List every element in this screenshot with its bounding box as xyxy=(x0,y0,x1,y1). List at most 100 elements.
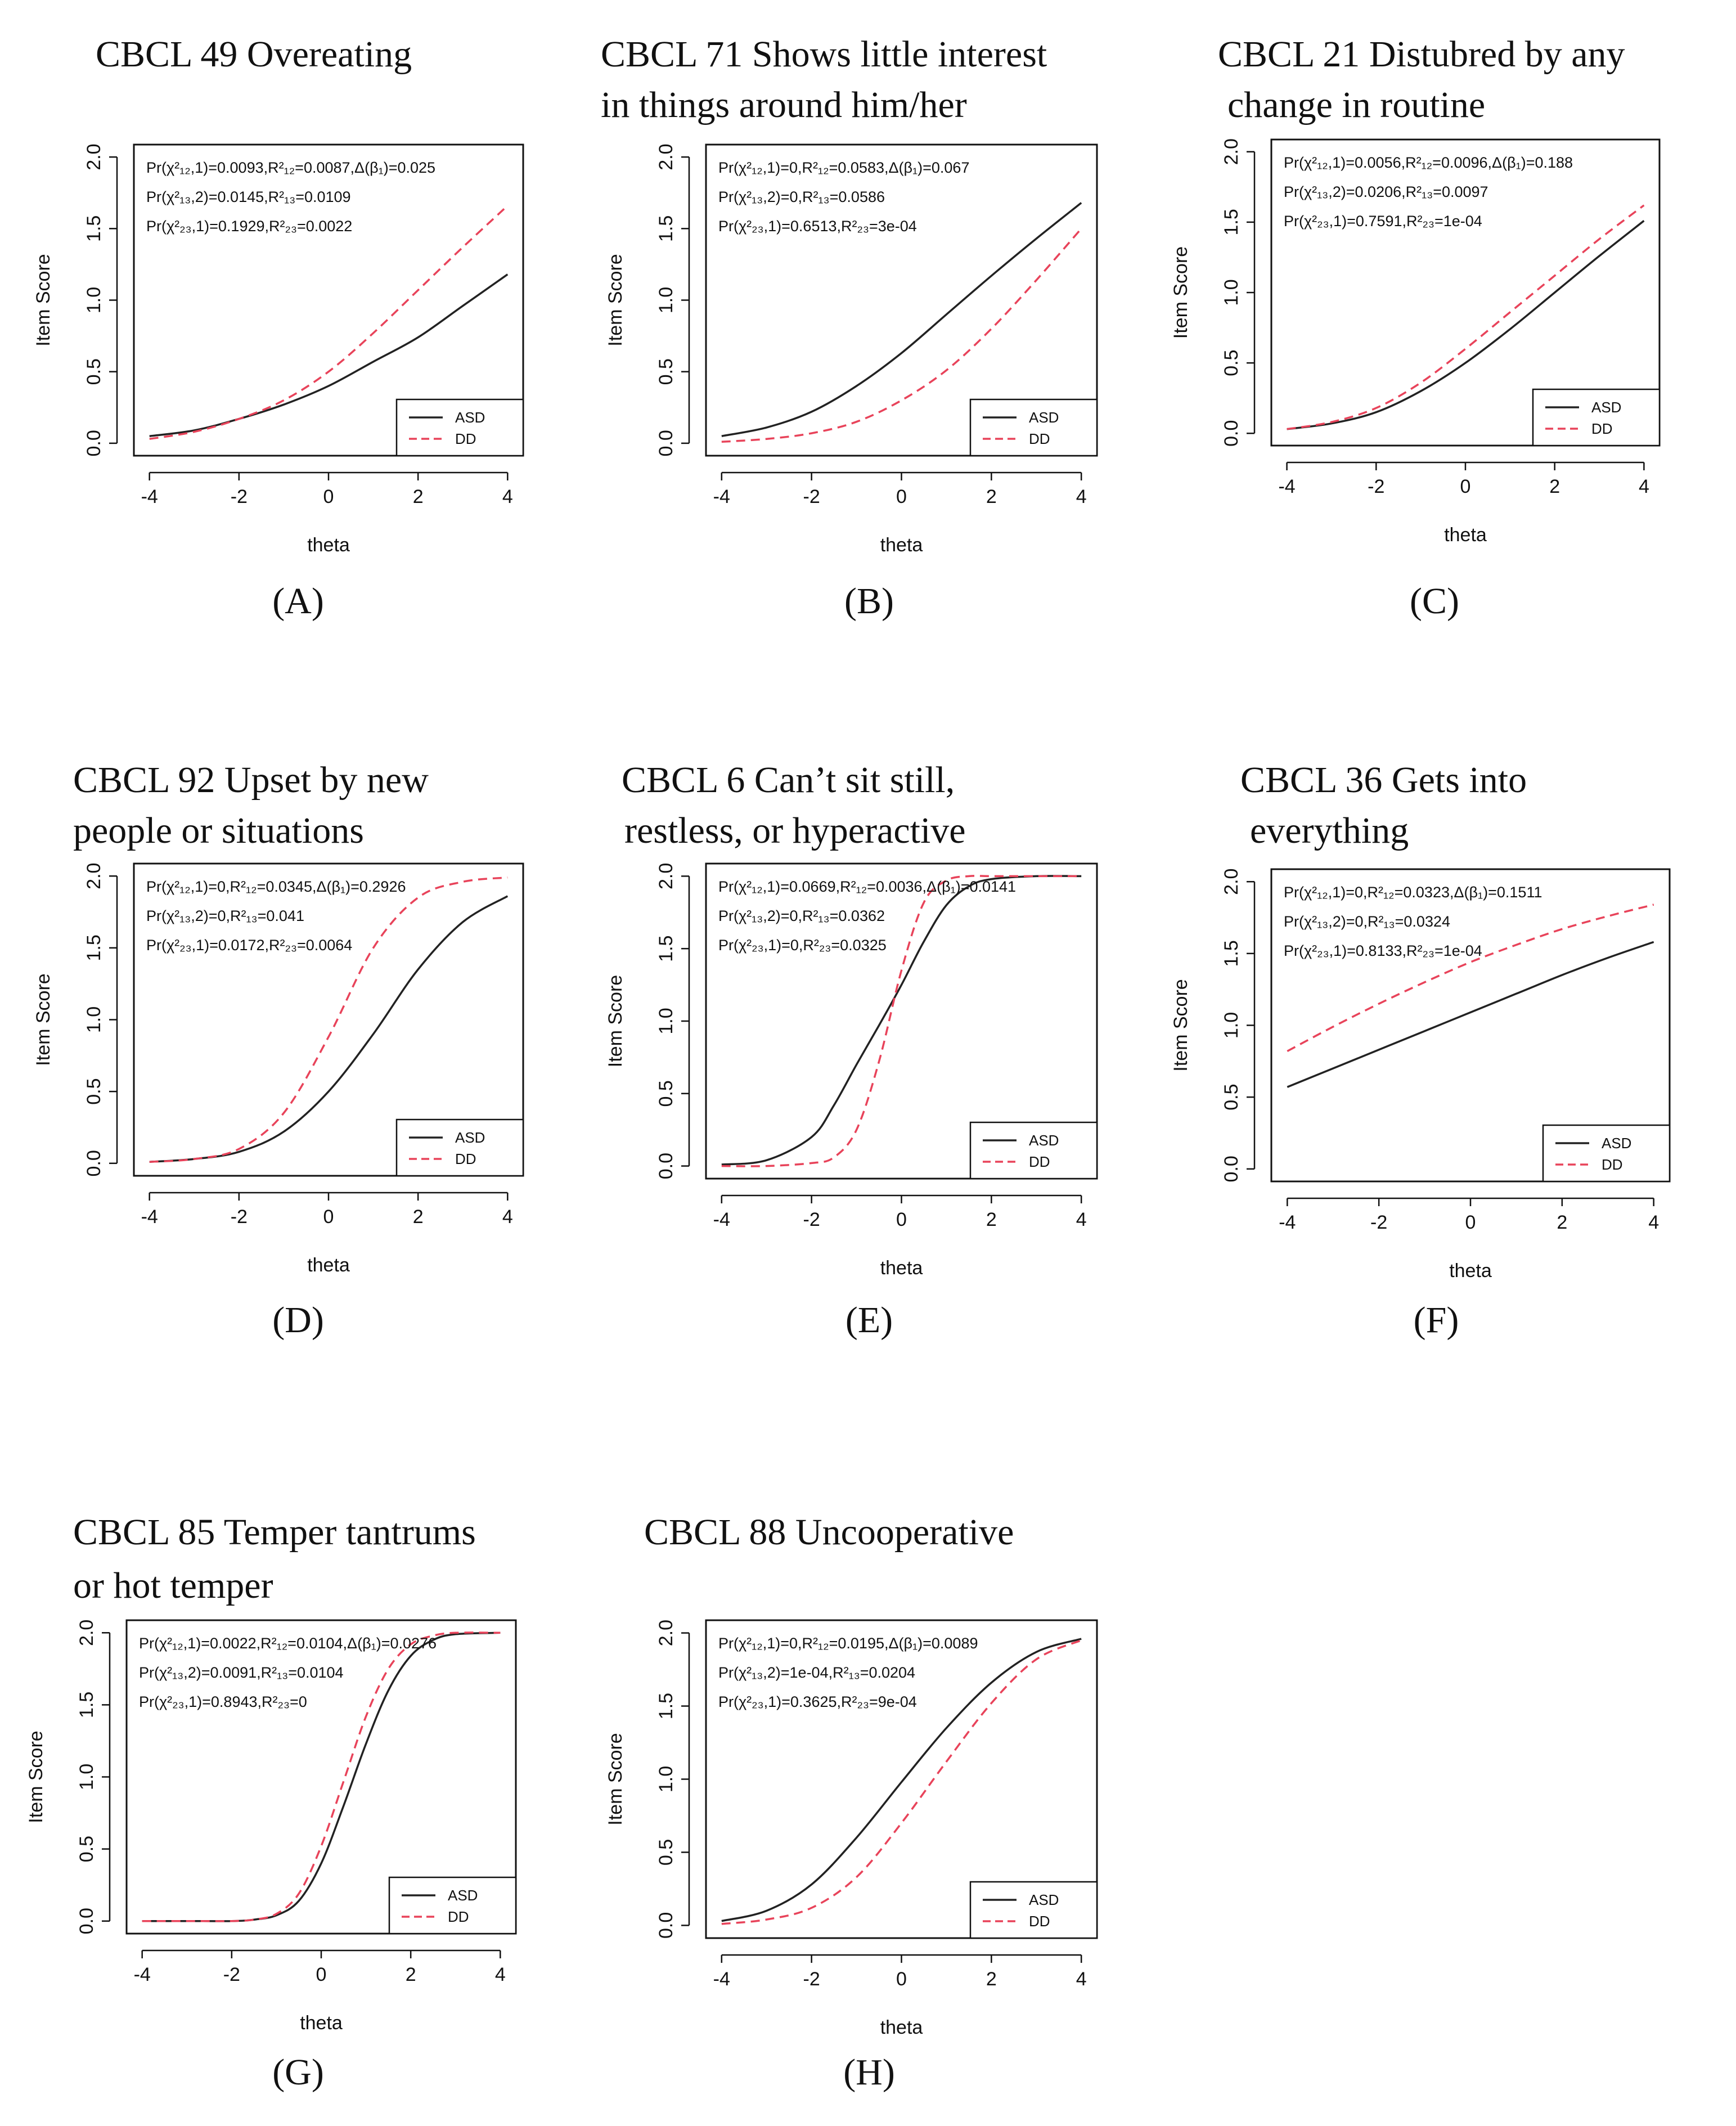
chart-title: people or situations xyxy=(73,810,364,851)
x-tick-label: 0 xyxy=(1465,1212,1476,1233)
plot-frame xyxy=(133,862,524,1177)
panel-label: (E) xyxy=(845,1300,893,1341)
y-tick-label: 0.0 xyxy=(655,430,677,456)
legend-box xyxy=(1542,1124,1671,1183)
y-axis-label: Item Score xyxy=(1170,246,1191,339)
panel-label: (D) xyxy=(272,1300,324,1341)
x-tick-label: 2 xyxy=(1557,1212,1567,1233)
legend-box xyxy=(1532,388,1661,447)
x-tick-label: 4 xyxy=(1076,486,1087,507)
y-tick-label: 1.0 xyxy=(1221,279,1242,305)
chart-panel-g: CBCL 85 Temper tantrums or hot temper -4 -2… xyxy=(25,1512,517,2093)
legend-label: ASD xyxy=(1029,1132,1059,1149)
chart-title: change in routine xyxy=(1227,84,1485,125)
chart-title: CBCL 36 Gets into xyxy=(1240,759,1527,801)
series-line-asd xyxy=(1287,941,1654,1088)
chart-title: CBCL 71 Shows little interest xyxy=(601,34,1047,75)
stat-annotation: Pr(χ²₁₂,1)=0.0093,R²₁₂=0.0087,Δ(β₁)=0.02… xyxy=(146,159,435,176)
legend-label: DD xyxy=(1029,1913,1050,1930)
y-tick-label: 1.5 xyxy=(83,934,105,961)
panel-label: (A) xyxy=(272,581,324,622)
chart-title: in things around him/her xyxy=(601,84,967,125)
x-tick-label: -2 xyxy=(1368,476,1384,497)
y-tick-label: 1.0 xyxy=(1221,1012,1242,1039)
chart-panel-e: CBCL 6 Can’t sit still, restless, or hype… xyxy=(605,759,1098,1341)
y-tick-label: 1.5 xyxy=(655,215,677,242)
legend: ASD DD xyxy=(388,1876,517,1935)
y-tick-label: 2.0 xyxy=(83,143,105,170)
stat-annotation: Pr(χ²₁₂,1)=0.0056,R²₁₂=0.0096,Δ(β₁)=0.18… xyxy=(1284,154,1573,171)
legend-box xyxy=(395,1118,524,1177)
legend-label: ASD xyxy=(448,1887,478,1904)
legend: ASD DD xyxy=(1532,388,1661,447)
chart-title: CBCL 21 Distubred by any xyxy=(1218,34,1625,75)
stat-annotation: Pr(χ²₁₂,1)=0.0022,R²₁₂=0.0104,Δ(β₁)=0.02… xyxy=(139,1635,437,1652)
y-tick-label: 0.5 xyxy=(76,1836,97,1862)
legend: ASD DD xyxy=(969,1121,1098,1180)
y-tick-label: 0.0 xyxy=(83,1150,105,1176)
x-tick-label: 0 xyxy=(316,1964,327,1985)
stat-annotation: Pr(χ²₁₃,2)=0.0145,R²₁₃=0.0109 xyxy=(146,188,351,205)
x-tick-label: 2 xyxy=(986,486,997,507)
y-axis-label: Item Score xyxy=(33,254,54,346)
legend-label: DD xyxy=(455,1150,476,1167)
y-tick-label: 0.5 xyxy=(655,358,677,385)
stat-annotation: Pr(χ²₂₃,1)=0.8943,R²₂₃=0 xyxy=(139,1693,307,1710)
chart-panel-d: CBCL 92 Upset by new people or situations… xyxy=(33,759,524,1341)
x-axis-label: theta xyxy=(300,2012,343,2034)
panel-label: (B) xyxy=(844,581,894,622)
x-tick-label: 0 xyxy=(896,1209,907,1230)
x-tick-label: -4 xyxy=(713,1968,730,1990)
series-line-dd xyxy=(721,875,1082,1167)
plot-frame xyxy=(705,143,1098,457)
y-tick-label: 0.5 xyxy=(83,358,105,385)
y-tick-label: 1.5 xyxy=(76,1692,97,1718)
stat-annotation: Pr(χ²₁₂,1)=0,R²₁₂=0.0323,Δ(β₁)=0.1511 xyxy=(1284,884,1542,901)
x-tick-label: -2 xyxy=(1370,1212,1387,1233)
series-line-asd xyxy=(721,875,1082,1166)
panel-label: (F) xyxy=(1414,1300,1459,1341)
x-tick-label: 0 xyxy=(1460,476,1471,497)
stat-annotation: Pr(χ²₁₃,2)=0,R²₁₃=0.0586 xyxy=(718,188,885,205)
y-tick-label: 2.0 xyxy=(1221,869,1242,895)
legend-box xyxy=(969,1121,1098,1180)
x-tick-label: 0 xyxy=(896,1968,907,1990)
x-tick-label: 4 xyxy=(1076,1209,1087,1230)
legend: ASD DD xyxy=(969,398,1098,457)
x-tick-label: 0 xyxy=(896,486,907,507)
y-axis-label: Item Score xyxy=(33,973,54,1066)
legend-box xyxy=(388,1876,517,1935)
y-tick-label: 0.5 xyxy=(1221,1084,1242,1111)
x-axis-label: theta xyxy=(1449,1260,1492,1282)
y-tick-label: 1.5 xyxy=(1221,209,1242,235)
legend-label: ASD xyxy=(1591,399,1621,416)
y-tick-label: 0.0 xyxy=(655,1153,677,1179)
series-line-dd xyxy=(721,228,1082,443)
x-tick-label: 2 xyxy=(986,1968,997,1990)
series-line-dd xyxy=(721,1639,1082,1925)
legend-label: ASD xyxy=(1029,409,1059,426)
legend-label: DD xyxy=(448,1908,469,1925)
series-line-asd xyxy=(721,1638,1082,1922)
x-tick-label: -4 xyxy=(713,486,730,507)
y-tick-label: 1.5 xyxy=(655,936,677,962)
chart-title: CBCL 85 Temper tantrums xyxy=(73,1512,476,1553)
x-tick-label: 2 xyxy=(406,1964,416,1985)
y-tick-label: 0.5 xyxy=(1221,349,1242,376)
y-tick-label: 0.0 xyxy=(1221,1156,1242,1182)
legend: ASD DD xyxy=(1542,1124,1671,1183)
series-line-asd xyxy=(149,895,509,1163)
panel-label: (C) xyxy=(1410,581,1459,622)
y-tick-label: 1.5 xyxy=(655,1693,677,1719)
y-tick-label: 1.0 xyxy=(655,287,677,313)
x-tick-label: -2 xyxy=(803,486,820,507)
y-tick-label: 2.0 xyxy=(655,863,677,889)
chart-panel-b: CBCL 71 Shows little interest in things a… xyxy=(601,34,1098,622)
x-tick-label: 4 xyxy=(502,1206,513,1228)
y-tick-label: 0.0 xyxy=(655,1912,677,1939)
legend-label: DD xyxy=(1029,1153,1050,1170)
y-tick-label: 2.0 xyxy=(655,1620,677,1646)
x-tick-label: 4 xyxy=(1648,1212,1659,1233)
legend-label: ASD xyxy=(455,409,485,426)
